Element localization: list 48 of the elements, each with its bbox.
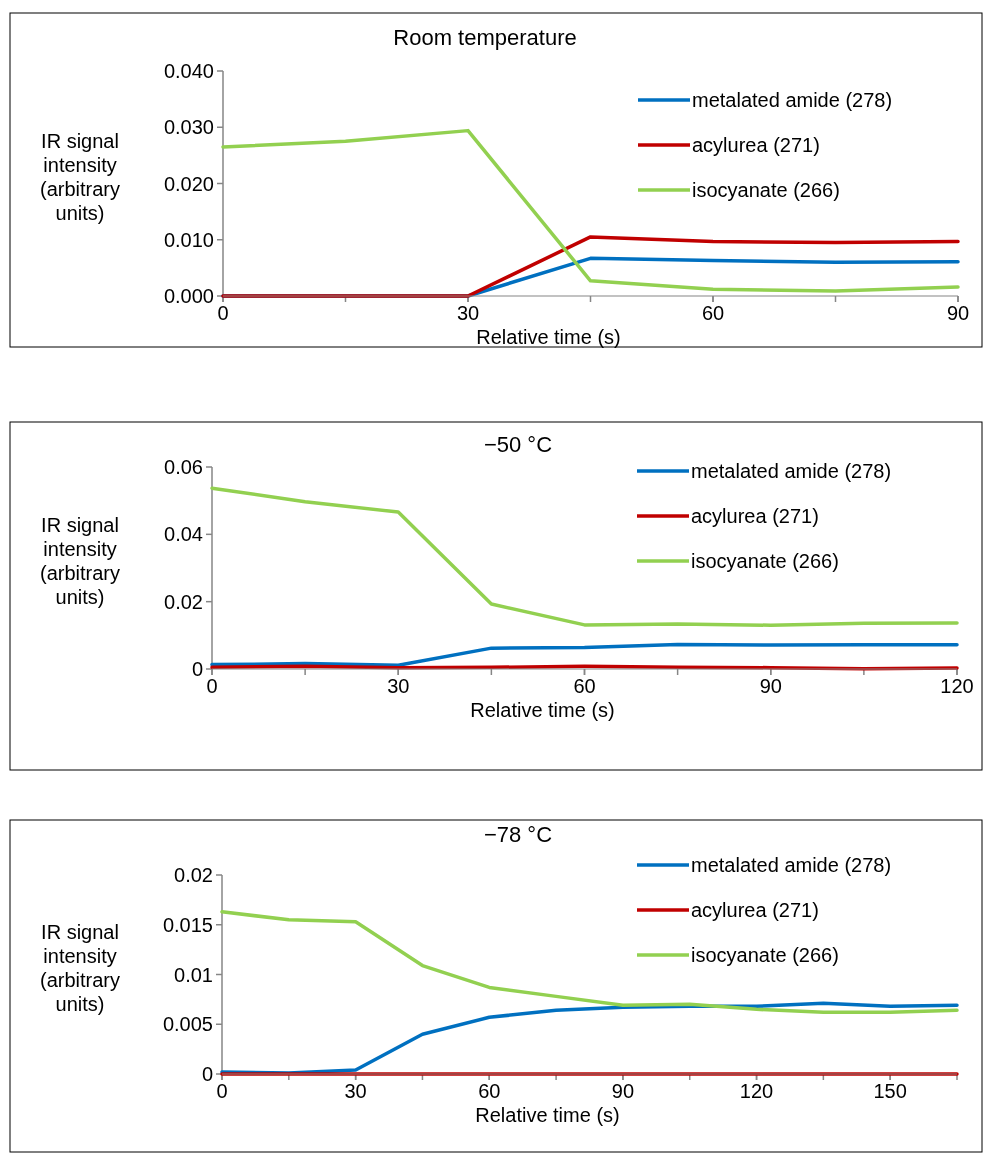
x-tick-label: 90 bbox=[759, 675, 782, 697]
y-axis-title: IR signal intensity (arbitrary units) bbox=[39, 514, 121, 608]
x-tick-label: 30 bbox=[344, 1080, 367, 1102]
y-tick-label: 0 bbox=[191, 658, 203, 680]
legend-label: acylurea (271) bbox=[691, 899, 819, 921]
y-tick-label: 0.02 bbox=[174, 864, 213, 886]
y-tick-label: 0 bbox=[201, 1063, 213, 1085]
x-tick-label: 60 bbox=[478, 1080, 501, 1102]
x-axis-title: Relative time (s) bbox=[470, 699, 615, 721]
y-tick-label: 0.015 bbox=[162, 913, 213, 936]
x-tick-label: 90 bbox=[946, 302, 970, 324]
y-tick-label: 0.020 bbox=[163, 172, 214, 195]
line-series bbox=[210, 486, 959, 627]
legend-label: isocyanate (266) bbox=[691, 944, 839, 966]
legend-label: isocyanate (266) bbox=[692, 179, 840, 201]
y-tick-label: 0.005 bbox=[162, 1013, 213, 1036]
x-axis-title: Relative time (s) bbox=[476, 326, 621, 348]
y-tick-label: 0.040 bbox=[163, 60, 214, 82]
x-tick-label: 120 bbox=[940, 675, 974, 697]
y-tick-label: 0.030 bbox=[163, 116, 214, 139]
x-tick-label: 150 bbox=[873, 1080, 907, 1102]
y-axis-title: IR signal intensity (arbitrary units) bbox=[39, 129, 121, 224]
x-tick-label: 0 bbox=[216, 1080, 228, 1102]
x-tick-label: 60 bbox=[701, 302, 725, 324]
x-tick-label: 30 bbox=[456, 302, 480, 324]
y-tick-label: 0.000 bbox=[163, 285, 214, 307]
x-axis-title: Relative time (s) bbox=[475, 1104, 620, 1126]
y-tick-label: 0.010 bbox=[163, 228, 214, 251]
x-tick-label: 0 bbox=[217, 302, 229, 324]
legend-label: acylurea (271) bbox=[692, 134, 820, 156]
line-series bbox=[221, 128, 960, 293]
legend-label: metalated amide (278) bbox=[692, 89, 893, 111]
legend-label: acylurea (271) bbox=[691, 505, 819, 527]
x-tick-label: 30 bbox=[387, 675, 410, 697]
x-tick-label: 90 bbox=[611, 1080, 635, 1102]
chart-title: −50 °C bbox=[483, 432, 553, 457]
y-tick-label: 0.02 bbox=[164, 590, 203, 613]
y-tick-label: 0.01 bbox=[174, 963, 213, 986]
x-tick-label: 60 bbox=[573, 675, 596, 697]
y-tick-label: 0.06 bbox=[164, 456, 203, 478]
legend-label: metalated amide (278) bbox=[691, 460, 892, 482]
legend-label: isocyanate (266) bbox=[691, 550, 839, 572]
legend-label: metalated amide (278) bbox=[691, 854, 892, 876]
chart-title: Room temperature bbox=[393, 25, 577, 50]
y-axis-title: IR signal intensity (arbitrary units) bbox=[39, 920, 121, 1015]
chart-title: −78 °C bbox=[483, 822, 553, 847]
x-tick-label: 120 bbox=[739, 1080, 774, 1102]
y-tick-label: 0.04 bbox=[164, 523, 203, 546]
